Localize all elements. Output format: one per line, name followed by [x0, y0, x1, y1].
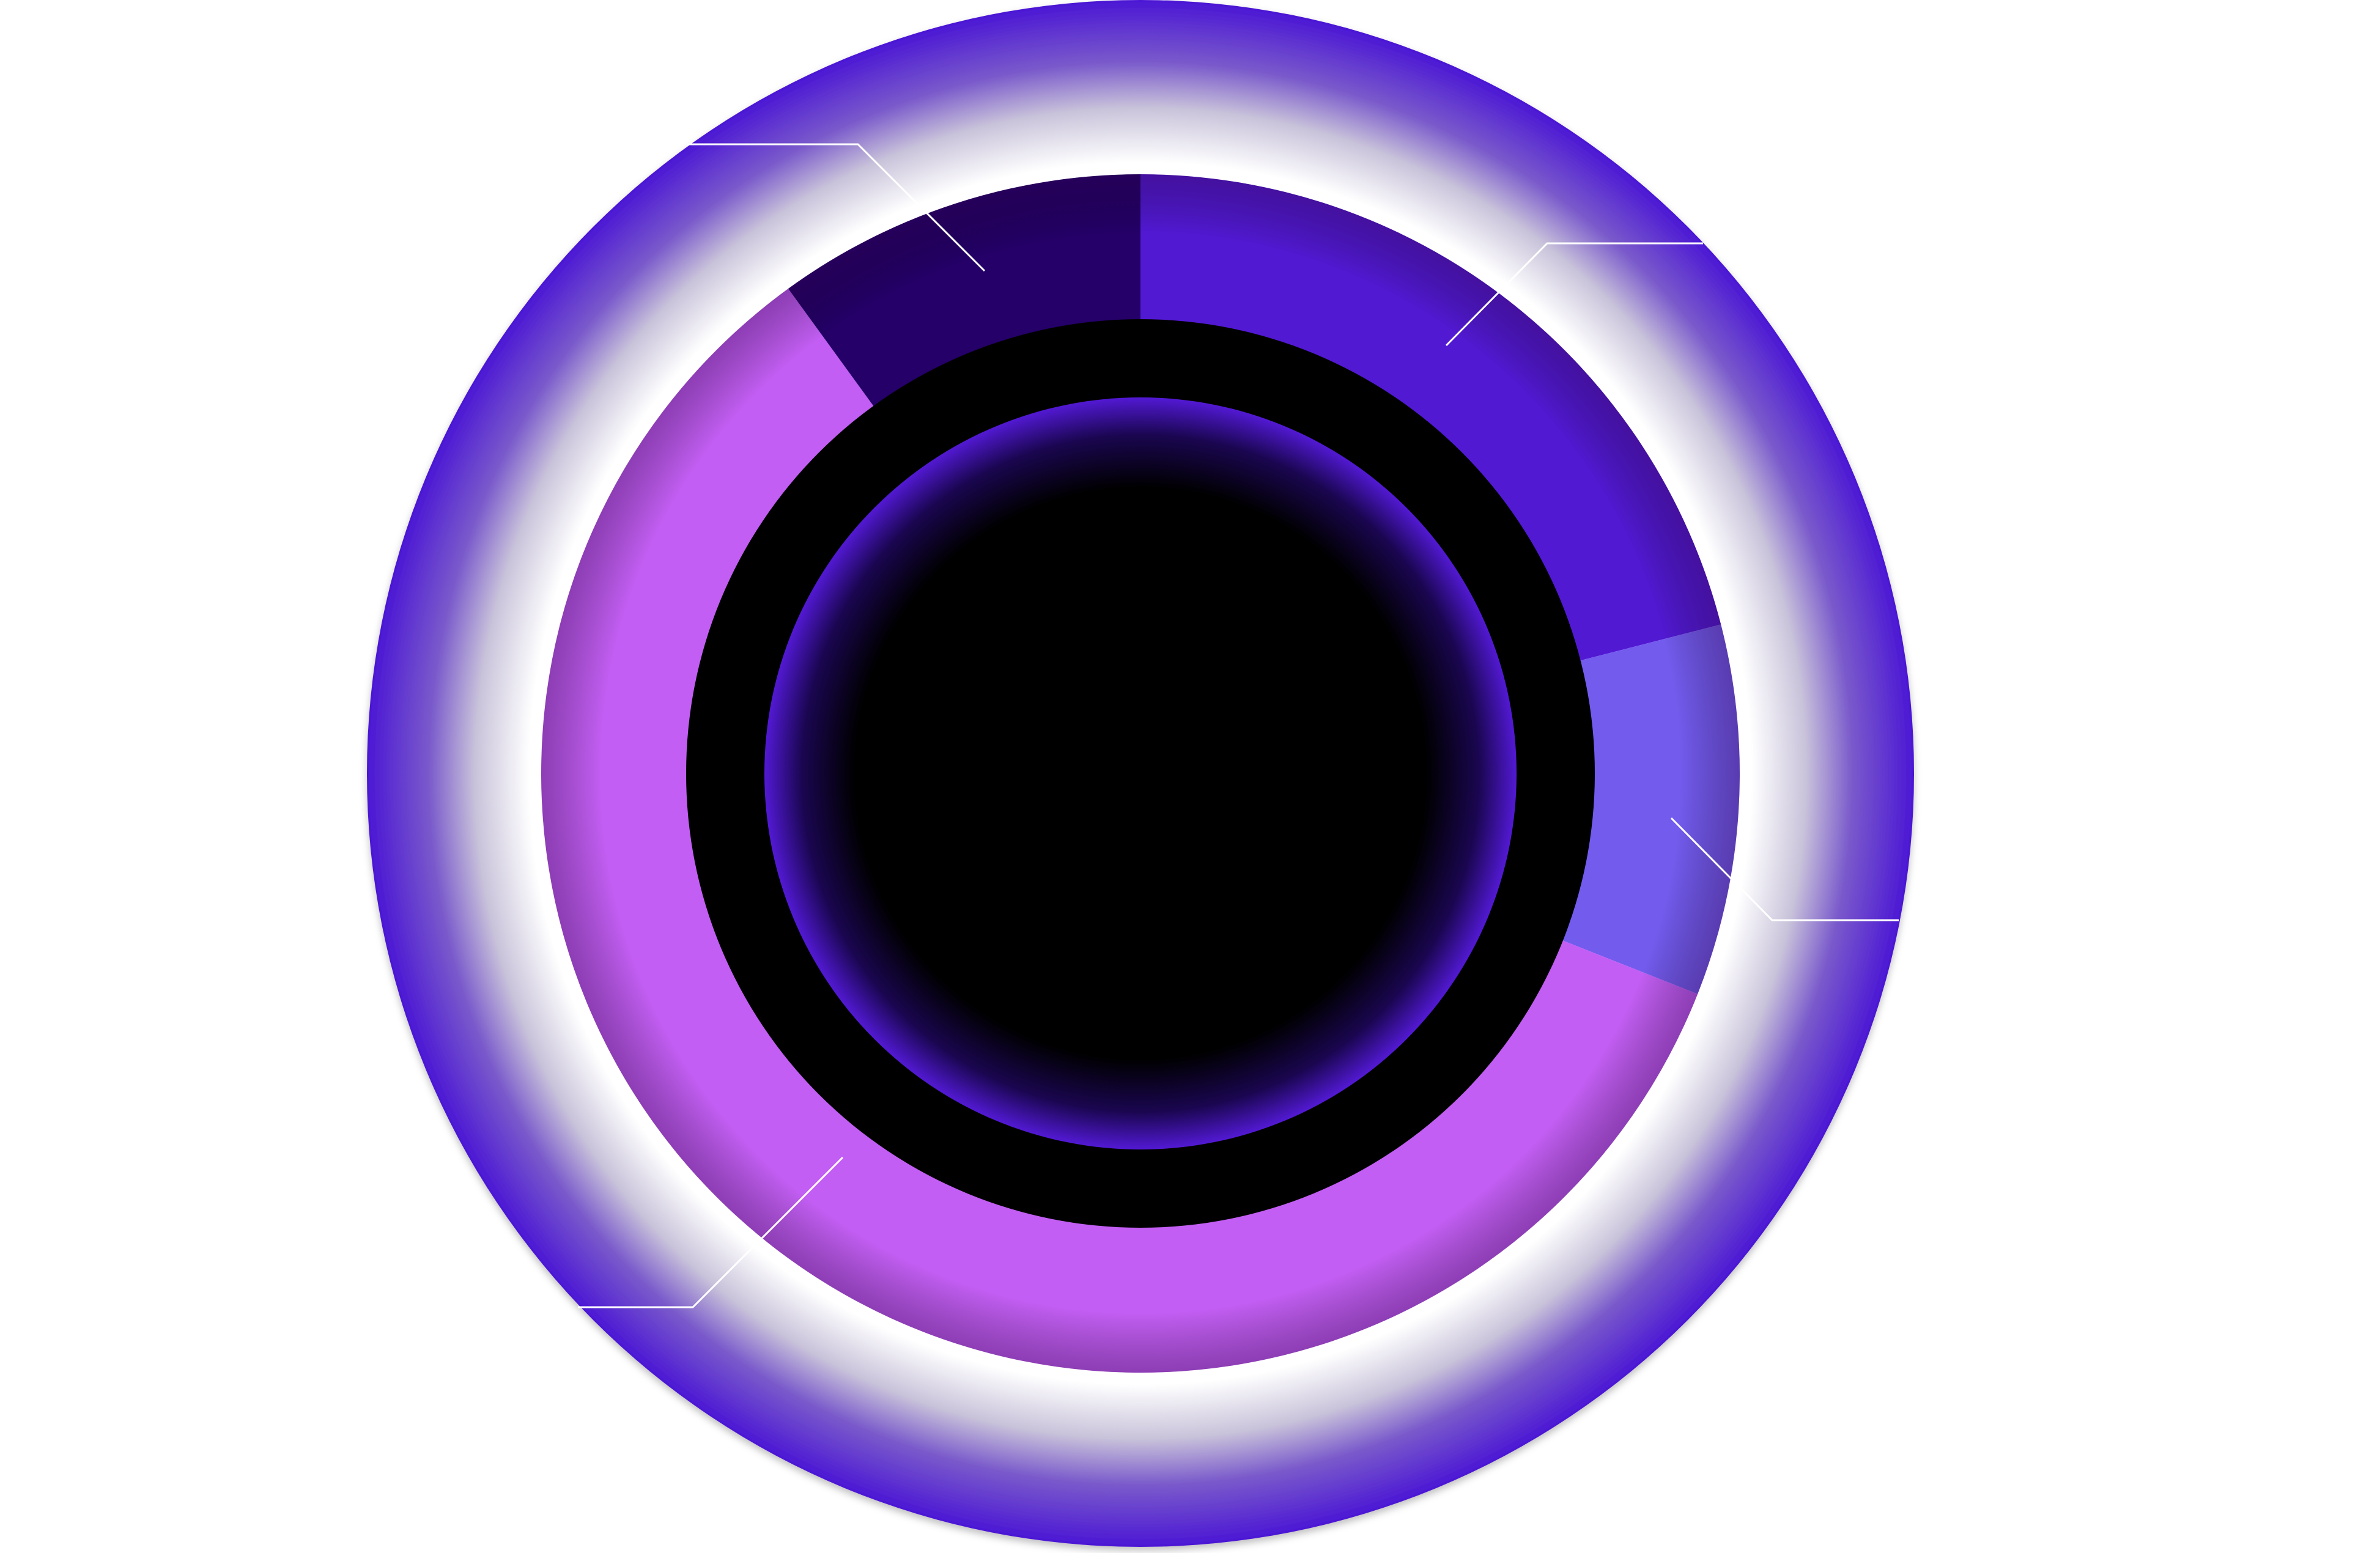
leader-line-4: [687, 143, 986, 272]
leader-lines: [578, 143, 1899, 1308]
center-disc: [764, 397, 1517, 1149]
leader-line-2: [1670, 817, 1899, 921]
leader-line-3: [578, 1156, 844, 1308]
leader-line-1: [1445, 242, 1703, 347]
